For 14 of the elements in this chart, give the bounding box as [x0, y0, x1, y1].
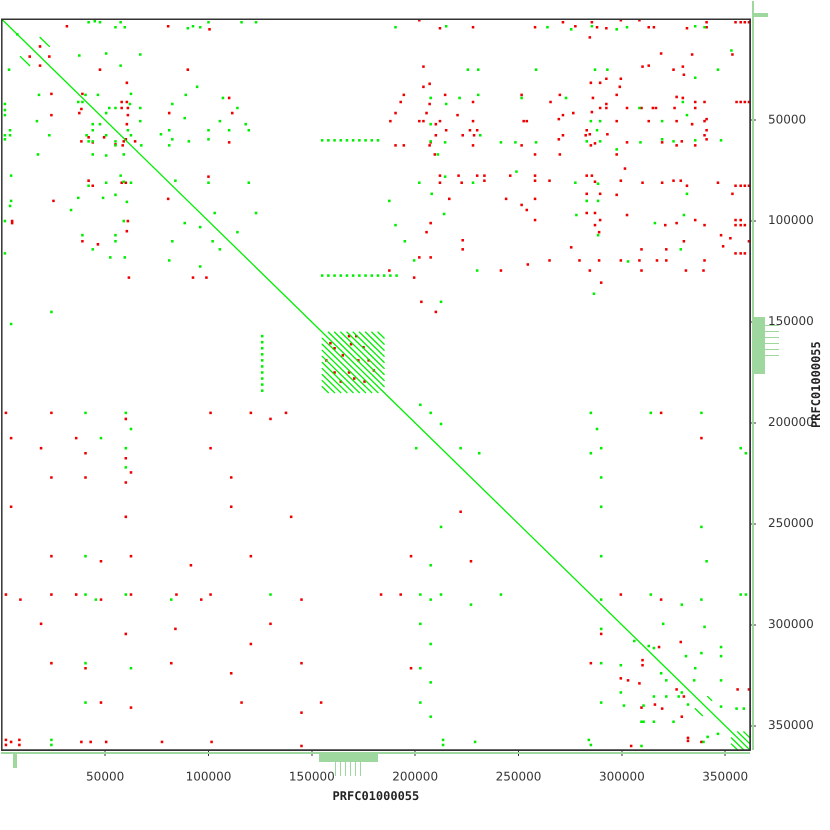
x-tick-label: 150000 — [288, 769, 335, 784]
x-axis-title: PRFC01000055 — [332, 789, 420, 804]
x-tick-label: 200000 — [392, 769, 438, 784]
x-tick-label: 250000 — [496, 769, 542, 784]
y-tick-label: 250000 — [768, 516, 814, 530]
x-tick-label: 350000 — [702, 769, 748, 784]
y-tick-label: 100000 — [768, 213, 814, 228]
y-tick-label: 50000 — [768, 112, 806, 126]
x-tick-label: 300000 — [598, 769, 645, 784]
y-tick-label: 300000 — [768, 616, 814, 631]
y-tick-label: 150000 — [768, 314, 814, 328]
x-tick-label: 100000 — [186, 769, 232, 784]
y-tick-label: 350000 — [768, 718, 814, 732]
x-tick-label: 50000 — [86, 769, 124, 784]
